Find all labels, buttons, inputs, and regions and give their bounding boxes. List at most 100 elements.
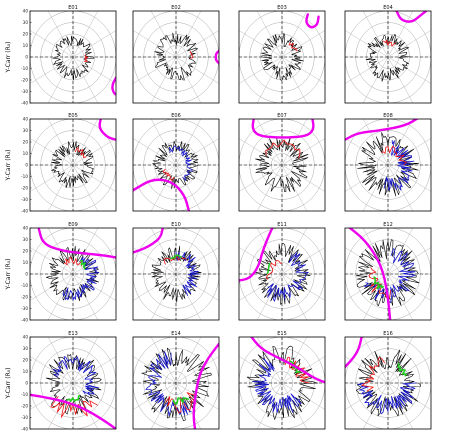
polar-spoke (239, 138, 283, 166)
polar-spoke (72, 356, 116, 384)
series-blue-trace (169, 145, 193, 181)
polar-spoke (150, 164, 177, 211)
panel-title: E01 (68, 5, 78, 11)
polar-spoke (345, 164, 389, 192)
polar-spoke (387, 164, 414, 211)
panel-e13: E13 40 30 20 10 0 -10 -20 -30 -40 Y-Carr (R₀) (5, 331, 117, 431)
polar-spoke (133, 356, 177, 384)
polar-spoke (362, 56, 389, 103)
panel-title: E08 (383, 113, 393, 119)
panel-frame (344, 227, 432, 321)
polar-spoke (281, 273, 308, 320)
plot-area (345, 119, 431, 211)
polar-spoke (175, 273, 202, 320)
panel-frame (132, 118, 220, 212)
boundary-curve (305, 13, 320, 29)
y-tick-label: 10 (23, 369, 29, 374)
boundary-curve (214, 49, 219, 65)
polar-spoke (281, 247, 325, 275)
y-tick-label: 0 (25, 54, 28, 59)
series-black-trace (52, 35, 95, 81)
polar-spoke (133, 138, 177, 166)
boundary-curve (239, 228, 274, 282)
panel-title: E04 (383, 5, 393, 11)
series-red-trace (361, 356, 386, 392)
polar-spoke (256, 382, 283, 429)
polar-spoke (345, 273, 389, 301)
y-axis-label: Y-Carr (R₀) (5, 42, 12, 74)
polar-spoke (72, 247, 116, 275)
series-red-trace (368, 266, 392, 299)
panel-frame (132, 10, 220, 104)
polar-spoke (175, 247, 219, 275)
polar-spoke (175, 138, 219, 166)
polar-spoke (345, 30, 389, 58)
polar-spoke (362, 228, 389, 275)
polar-spoke (387, 11, 414, 58)
polar-spoke (175, 337, 202, 384)
y-tick-label: 30 (23, 20, 29, 25)
panel-e12: E12 (344, 222, 432, 321)
polar-spoke (72, 164, 99, 211)
boundary-curve (251, 119, 315, 139)
panel-title: E07 (277, 113, 287, 119)
series-black-trace (355, 239, 420, 307)
panel-e06: E06 (132, 113, 220, 212)
polar-spoke (239, 56, 283, 84)
polar-spoke (150, 11, 177, 58)
series-red-trace (289, 41, 298, 52)
polar-spoke (387, 382, 414, 429)
polar-spoke (30, 356, 74, 384)
polar-spoke (150, 228, 177, 275)
polar-spoke (281, 337, 308, 384)
polar-spoke (362, 11, 389, 58)
series-green-trace (266, 262, 271, 275)
polar-spoke (387, 273, 431, 301)
polar-spoke (387, 228, 414, 275)
polar-spoke (133, 273, 177, 301)
polar-spoke (281, 382, 308, 429)
y-tick-label: 0 (25, 380, 28, 385)
series-black-trace (255, 136, 309, 193)
polar-spoke (30, 273, 74, 301)
series-green-trace (289, 360, 301, 374)
polar-spoke (239, 30, 283, 58)
y-axis-label: Y-Carr (R₀) (5, 150, 12, 182)
plot-area (239, 119, 325, 211)
plot-area (30, 228, 116, 320)
polar-spoke (47, 56, 74, 103)
polar-spoke (47, 119, 74, 166)
polar-spoke (281, 164, 308, 211)
polar-spoke (72, 56, 99, 103)
series-green-trace (373, 276, 385, 290)
boundary-curve (345, 119, 419, 141)
polar-spoke (150, 56, 177, 103)
polar-spoke (72, 382, 116, 410)
panel-frame (238, 336, 326, 430)
series-red-trace (382, 39, 396, 47)
polar-spoke (72, 138, 116, 166)
y-tick-label: -30 (21, 306, 28, 311)
series-green-trace (66, 394, 81, 402)
polar-spoke (256, 273, 283, 320)
y-tick-label: 20 (23, 31, 29, 36)
polar-spoke (72, 11, 99, 58)
panel-e16: E16 (344, 331, 432, 430)
boundary-curve (133, 178, 191, 211)
panel-title: E10 (171, 222, 181, 228)
panel-title: E12 (383, 222, 393, 228)
polar-spoke (72, 273, 99, 320)
polar-spoke (30, 56, 74, 84)
y-tick-label: -30 (21, 197, 28, 202)
polar-spoke (281, 273, 325, 301)
polar-spoke (387, 56, 414, 103)
series-green-trace (172, 397, 190, 405)
boundary-curve (98, 119, 116, 141)
polar-spoke (72, 228, 99, 275)
boundary-curve (37, 228, 116, 259)
series-blue-trace (251, 357, 302, 414)
polar-spoke (150, 382, 177, 429)
polar-spoke (150, 273, 177, 320)
y-tick-label: 40 (23, 225, 29, 230)
boundary-curve (345, 337, 363, 369)
